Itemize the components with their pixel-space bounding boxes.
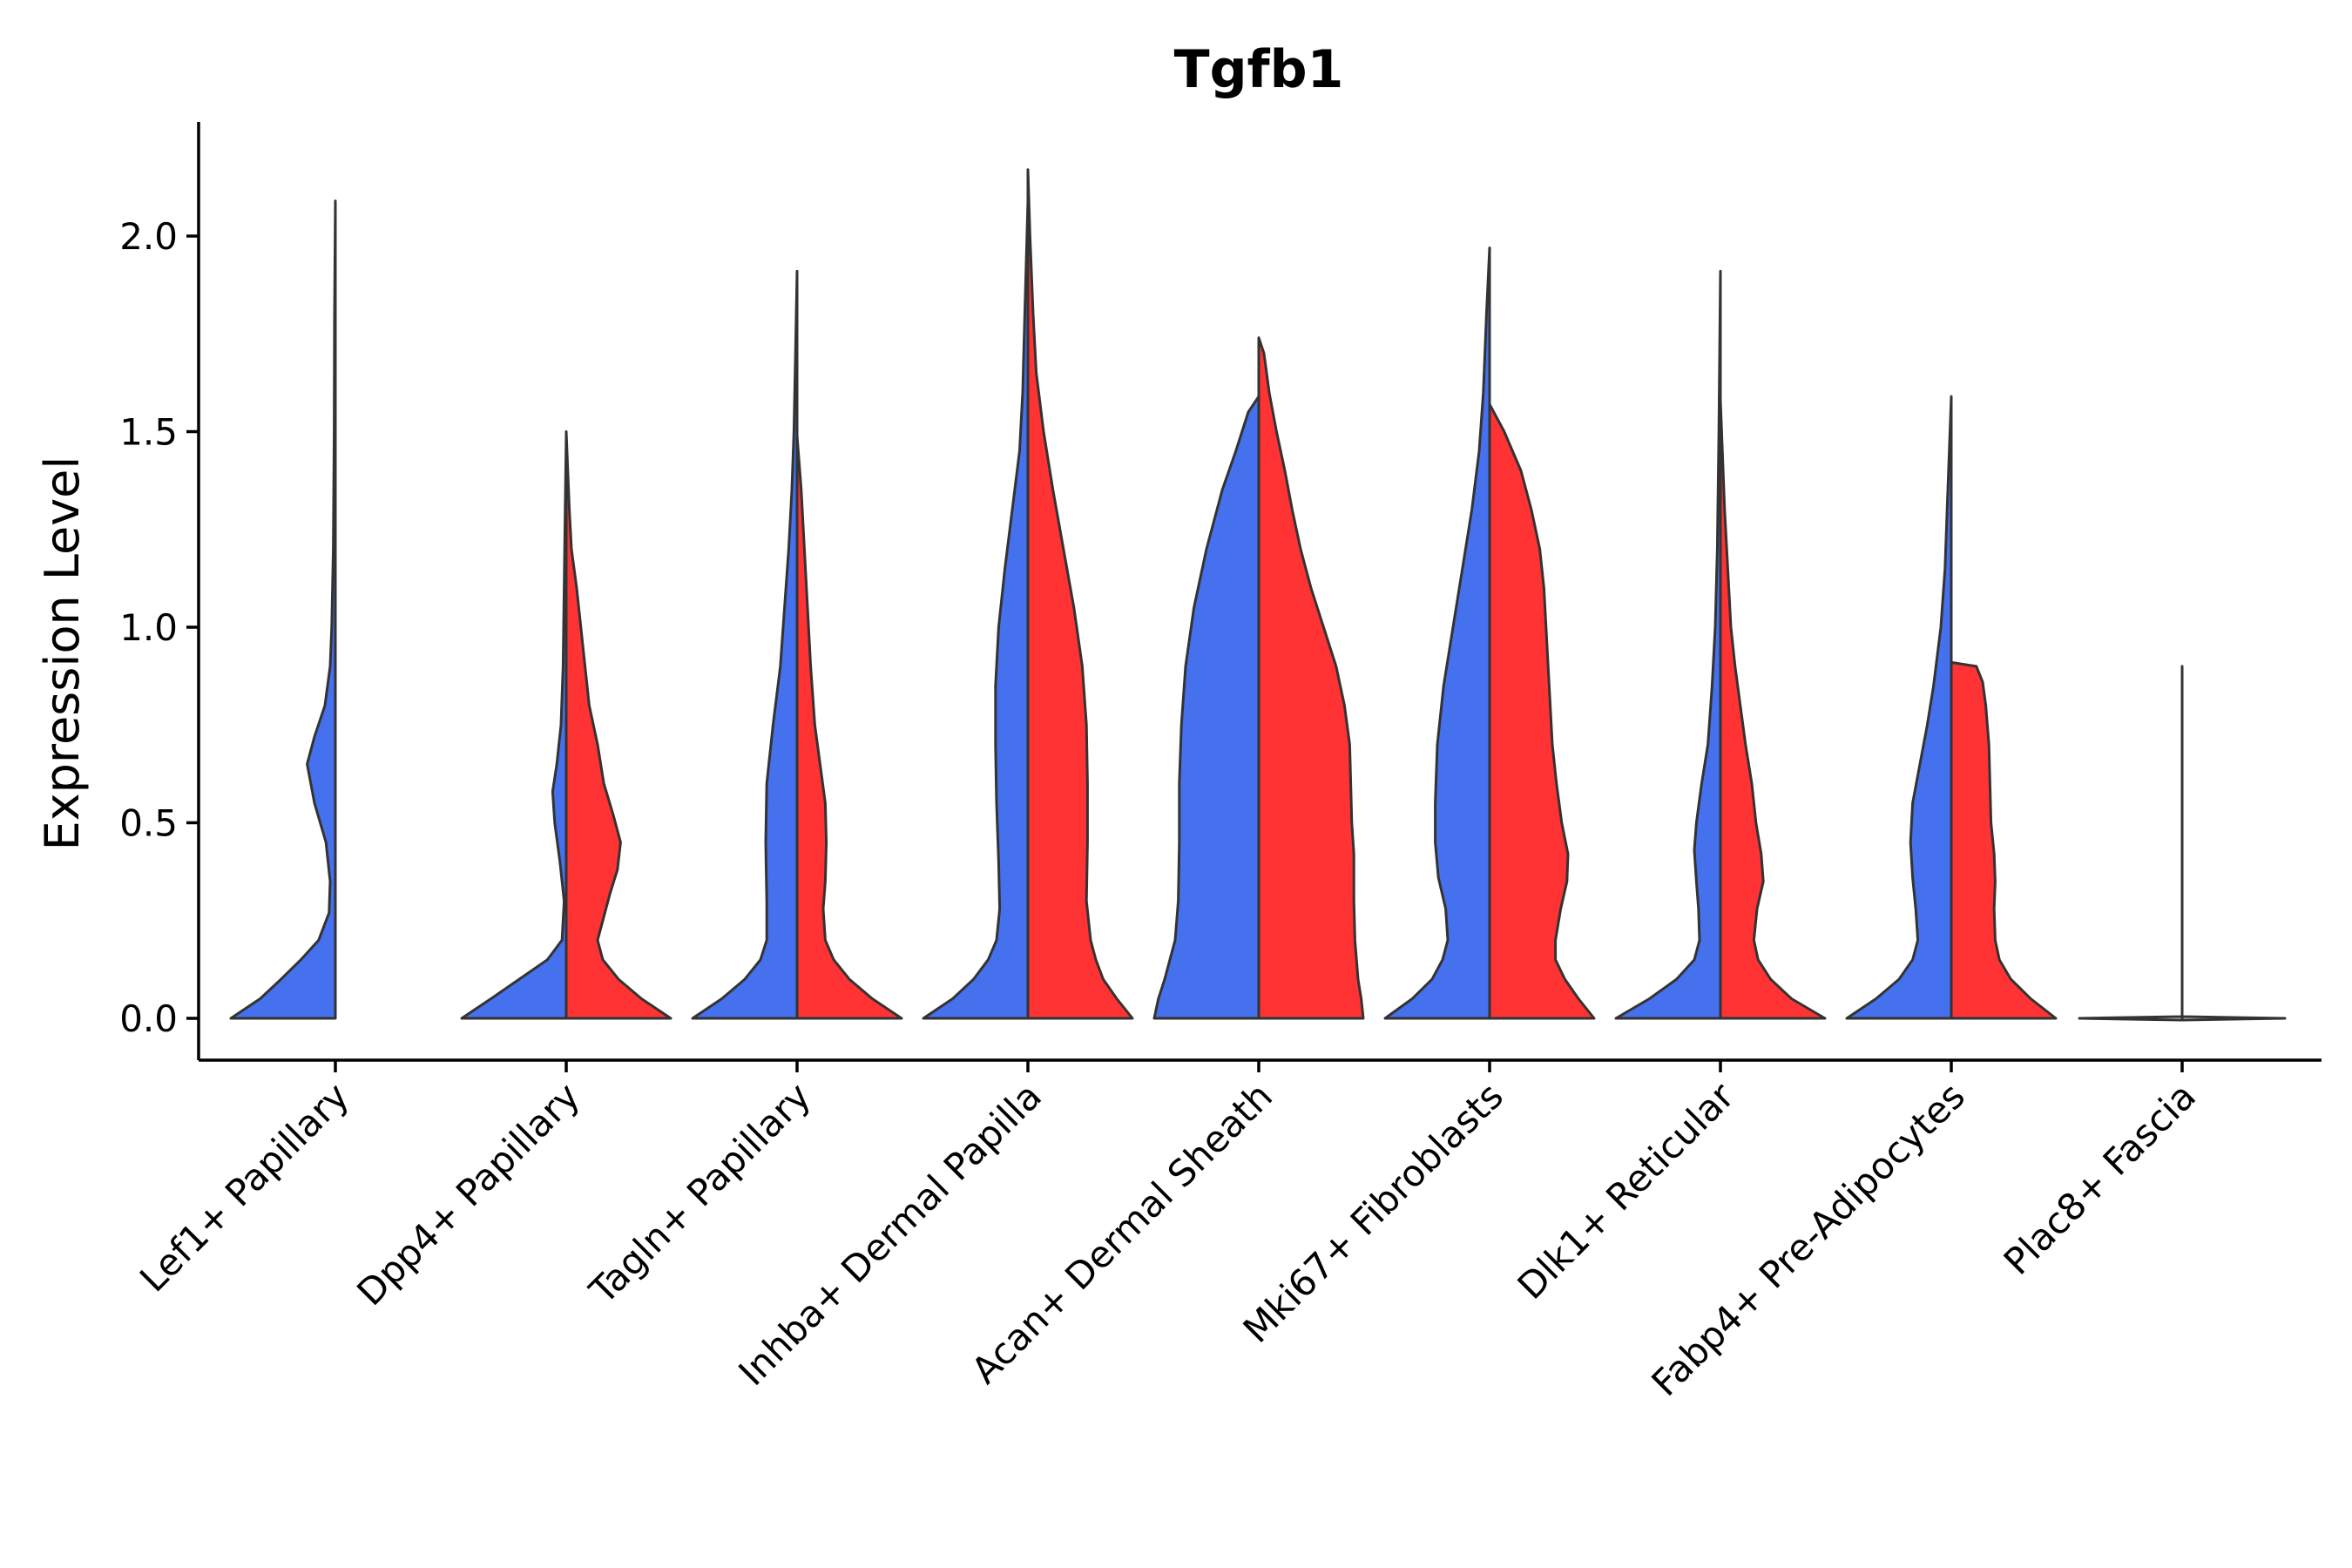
violin-dpp4-papillary-left xyxy=(460,434,568,1020)
violin-fabp4-pre-adipocytes-left xyxy=(1845,395,1953,1020)
x-tick-label-plac8-fascia: Plac8+ Fascia xyxy=(1996,1074,2204,1282)
y-axis-label: Expression Level xyxy=(35,456,90,851)
violin-inhba-dermal-papilla-left xyxy=(922,199,1030,1020)
y-tick-label: 0.5 xyxy=(119,802,178,845)
x-tick-label-dlk1-reticular: Dlk1+ Reticular xyxy=(1510,1074,1743,1308)
violin-dlk1-reticular-left xyxy=(1614,269,1722,1020)
violin-dlk1-reticular-right xyxy=(1719,399,1827,1020)
violin-acan-dermal-sheath-left xyxy=(1152,395,1260,1020)
y-tick-label: 1.5 xyxy=(119,411,178,454)
x-tick-label-mki67-fibroblasts: Mki67+ Fibroblasts xyxy=(1235,1074,1511,1350)
violin-mki67-fibroblasts-left xyxy=(1383,247,1491,1020)
x-tick-label-tagln-papillary: Tagln+ Papillary xyxy=(581,1074,819,1312)
violin-tagln-papillary-left xyxy=(691,269,799,1020)
chart-title: Tgfb1 xyxy=(1174,39,1344,100)
violin-plac8-fascia-right xyxy=(2180,665,2287,1022)
violin-plac8-fascia-left xyxy=(2078,735,2184,1022)
y-tick-label: 0.0 xyxy=(119,997,178,1040)
y-axis: 0.0 0.5 1.0 1.5 2.0 xyxy=(119,122,200,1060)
violin-tagln-papillary-right xyxy=(795,434,903,1020)
y-tick-label: 2.0 xyxy=(119,215,178,258)
violin-lef1-papillary-left xyxy=(229,199,337,1020)
violin-dpp4-papillary-right xyxy=(564,430,672,1020)
violin-inhba-dermal-papilla-right xyxy=(1026,168,1134,1020)
violin-mki67-fibroblasts-right xyxy=(1488,402,1596,1020)
x-tick-label-lef1-papillary: Lef1+ Papillary xyxy=(132,1074,357,1300)
violin-fabp4-pre-adipocytes-right xyxy=(1950,660,2058,1020)
violins-group xyxy=(229,168,2287,1022)
violin-acan-dermal-sheath-right xyxy=(1257,336,1365,1020)
x-tick-label-dpp4-papillary: Dpp4+ Papillary xyxy=(348,1074,588,1314)
y-tick-label: 1.0 xyxy=(119,606,178,649)
